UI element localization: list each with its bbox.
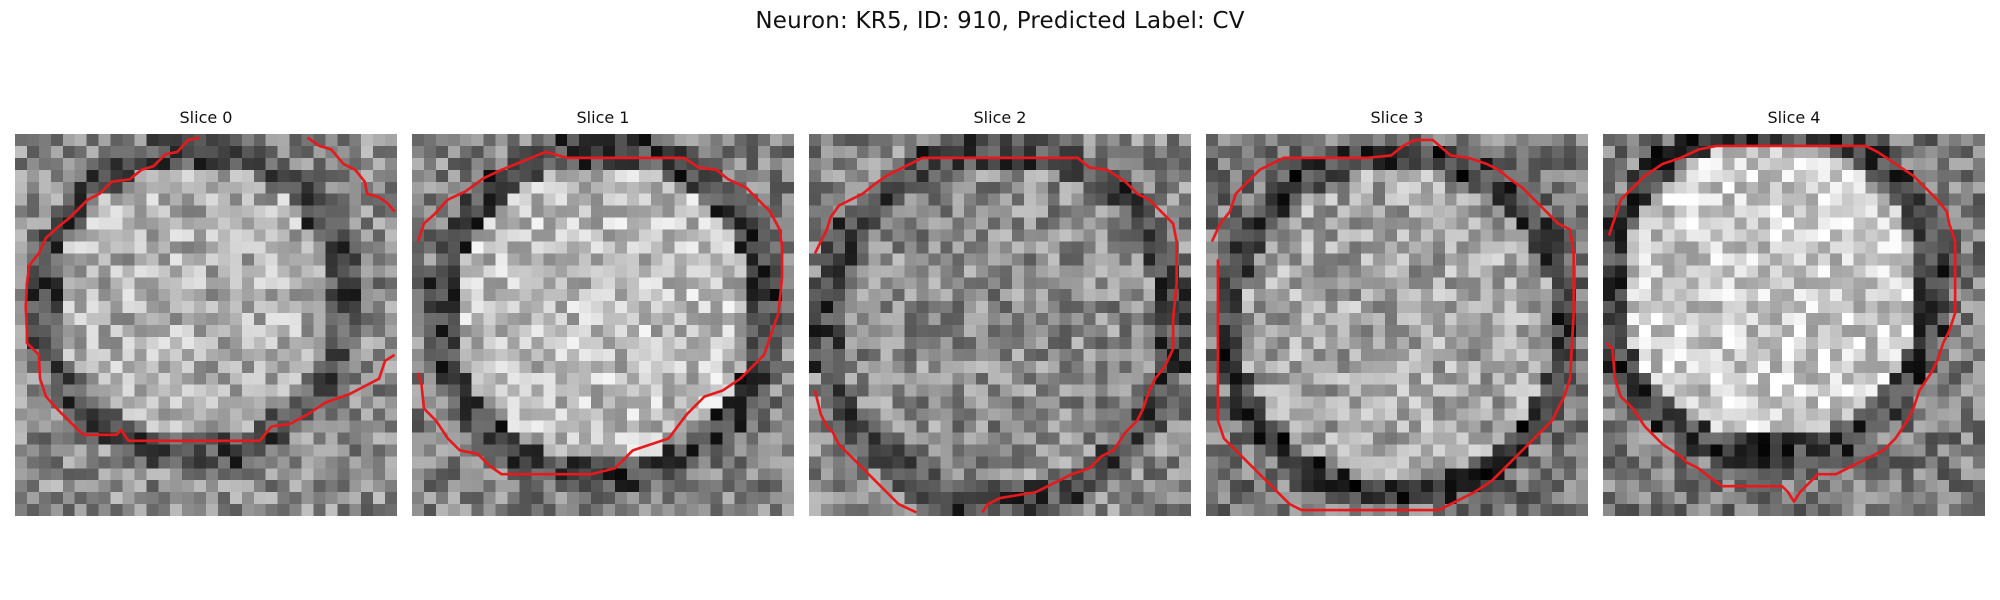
slice-title-0: Slice 0 (179, 108, 233, 127)
slice-image-3 (1206, 134, 1588, 516)
slice-title-4: Slice 4 (1767, 108, 1821, 127)
slice-image-0 (15, 134, 397, 516)
contour-line (416, 150, 784, 476)
contour-line (1210, 138, 1575, 512)
contour-line (1605, 144, 1957, 503)
contour-line (813, 390, 917, 514)
contour-line (813, 156, 1178, 514)
slice-image-1 (412, 134, 794, 516)
slice-image-4 (1603, 134, 1985, 516)
slice-title-1: Slice 1 (576, 108, 630, 127)
contour-line (24, 136, 396, 443)
slice-panels: Slice 0 Slice 1 Slice 2 Slice 3 Slice 4 (15, 108, 1985, 518)
contour-line (306, 136, 396, 213)
slice-title-2: Slice 2 (973, 108, 1027, 127)
slice-title-3: Slice 3 (1370, 108, 1424, 127)
slice-image-2 (809, 134, 1191, 516)
figure-title: Neuron: KR5, ID: 910, Predicted Label: C… (755, 8, 1245, 34)
